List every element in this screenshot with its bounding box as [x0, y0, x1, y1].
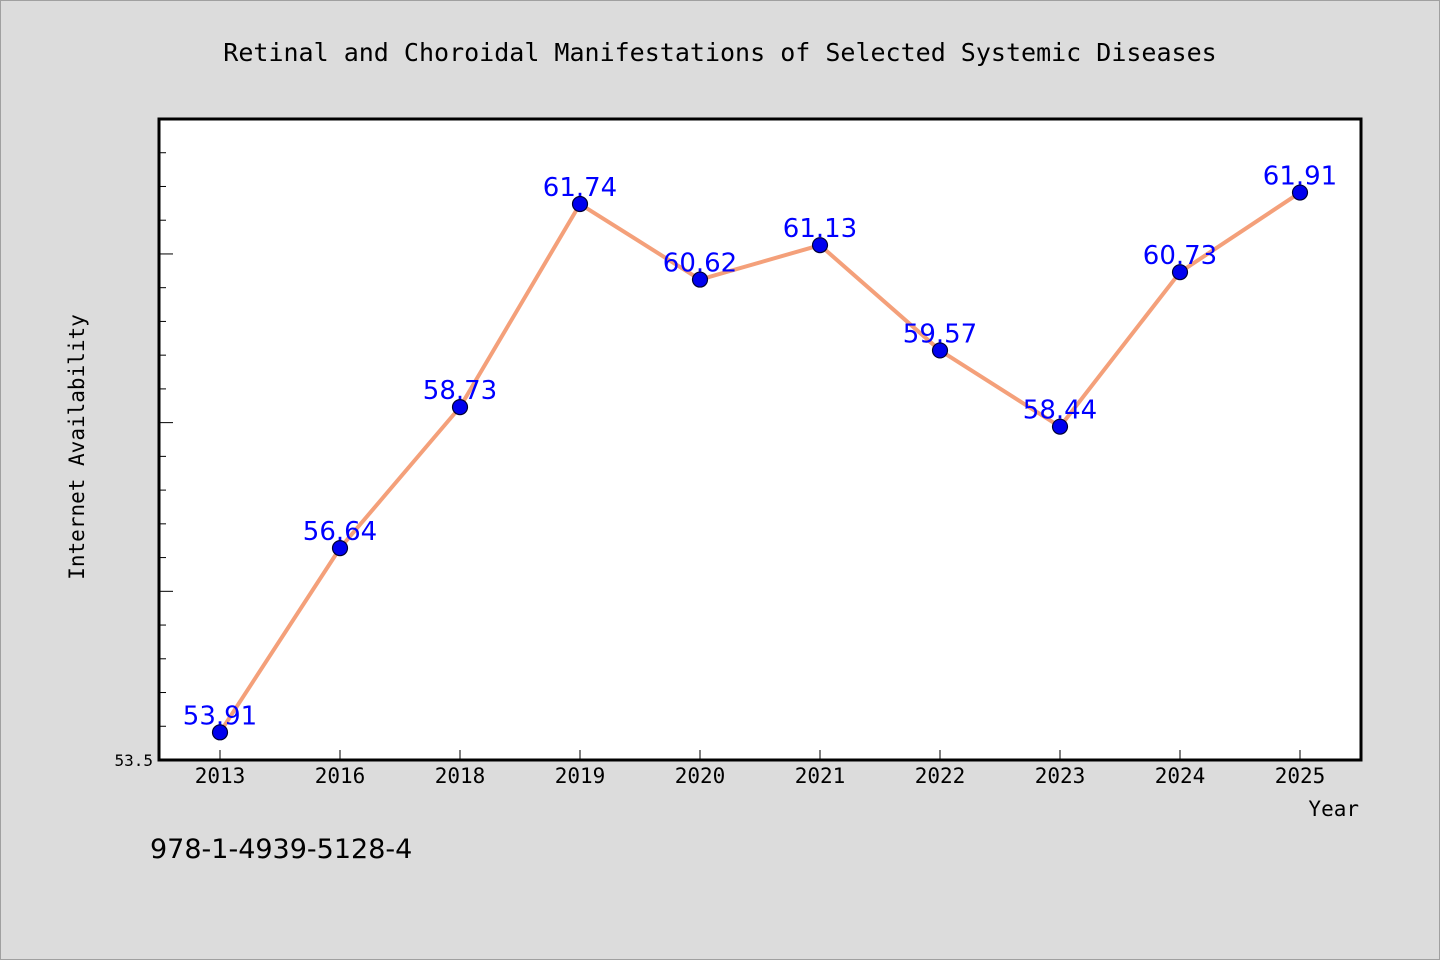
- data-label: 59.57: [903, 319, 977, 349]
- x-tick-label: 2019: [555, 764, 606, 788]
- data-label: 60.73: [1143, 241, 1217, 271]
- x-tick-label: 2016: [315, 764, 366, 788]
- data-label: 53.91: [183, 701, 257, 731]
- chart-title: Retinal and Choroidal Manifestations of …: [223, 38, 1216, 67]
- data-label: 58.73: [423, 376, 497, 406]
- x-tick-label: 2025: [1275, 764, 1326, 788]
- data-label: 58.44: [1023, 396, 1097, 426]
- data-label: 60.62: [663, 249, 737, 279]
- x-tick-label: 2020: [675, 764, 726, 788]
- y-axis-label: Internet Availability: [65, 314, 89, 580]
- data-point-marker: [691, 271, 709, 288]
- x-tick-label: 2018: [435, 764, 486, 788]
- x-tick-label: 2022: [915, 764, 966, 788]
- data-point-marker: [1291, 184, 1309, 201]
- x-tick-label: 2023: [1035, 764, 1086, 788]
- plot-area: [157, 117, 1363, 762]
- y-axis-ticks: 53.5: [114, 152, 173, 770]
- data-point-marker: [811, 237, 829, 254]
- x-tick-label: 2021: [795, 764, 846, 788]
- data-label: 61.91: [1263, 162, 1337, 192]
- series-line: [218, 190, 1302, 735]
- y-tick-label: 53.5: [114, 751, 153, 770]
- data-point-marker: [331, 540, 349, 557]
- data-point-marker: [1171, 264, 1189, 281]
- data-point-marker: [1051, 418, 1069, 435]
- data-point-marker: [931, 342, 949, 359]
- data-point-marker: [571, 195, 589, 213]
- outer-frame-top: [0, 0, 1440, 1]
- outer-frame-left: [0, 0, 1, 960]
- x-tick-label: 2013: [195, 764, 246, 788]
- data-point-marker: [451, 399, 469, 416]
- x-tick-label: 2024: [1155, 764, 1206, 788]
- x-axis-ticks: 2013 2016 2018 2019 2020 2021 2022 2023 2024 2025: [195, 750, 1326, 788]
- data-label: 61.13: [783, 214, 857, 244]
- data-label: 56.64: [303, 517, 377, 547]
- series-layer: 53.91 56.64 58.73 61.74 60.62 61.13 59.57 58.44…: [183, 162, 1337, 741]
- isbn-text: 978-1-4939-5128-4: [150, 834, 413, 865]
- x-axis-label: Year: [1308, 797, 1359, 821]
- data-point-marker: [211, 724, 229, 741]
- data-label: 61.74: [543, 173, 617, 203]
